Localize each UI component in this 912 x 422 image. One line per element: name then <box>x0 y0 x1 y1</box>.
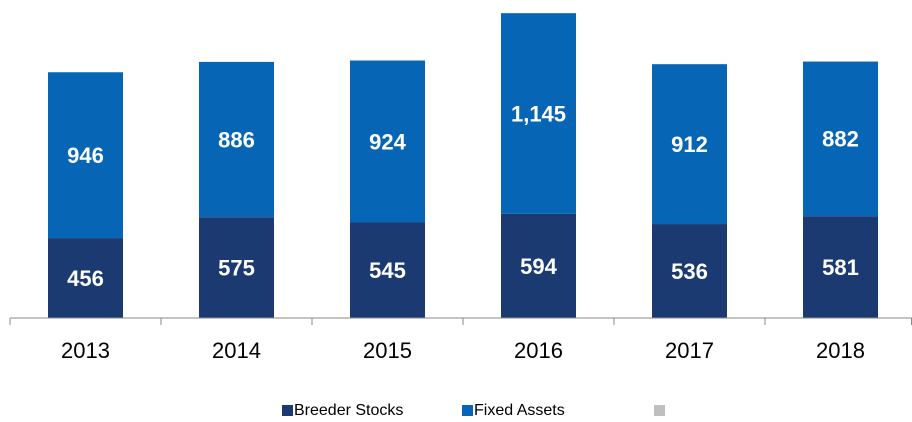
value-label: 882 <box>822 127 859 152</box>
x-tick-label: 2018 <box>816 338 865 363</box>
value-label: 594 <box>520 254 557 279</box>
bar-segment <box>199 217 274 318</box>
bar-segment <box>48 238 123 318</box>
x-tick-label: 2014 <box>212 338 261 363</box>
value-label: 946 <box>67 143 104 168</box>
bar-segment <box>652 224 727 318</box>
bar-segment <box>350 60 425 223</box>
x-tick-label: 2016 <box>514 338 563 363</box>
x-tick-label: 2013 <box>61 338 110 363</box>
bar-segment <box>803 216 878 318</box>
bar-segment <box>199 61 274 218</box>
bar-segment <box>350 222 425 318</box>
bar-segment <box>803 61 878 217</box>
bar-segment <box>652 64 727 225</box>
legend-label: Breeder Stocks <box>294 402 403 419</box>
bar-segment <box>501 13 576 214</box>
x-tick-label: 2015 <box>363 338 412 363</box>
legend-swatch <box>462 405 473 416</box>
value-label: 886 <box>218 127 255 152</box>
value-label: 924 <box>369 129 406 154</box>
bar-segment <box>48 72 123 239</box>
legend-swatch <box>654 405 665 416</box>
value-label: 912 <box>671 132 708 157</box>
value-label: 536 <box>671 259 708 284</box>
x-tick-label: 2017 <box>665 338 714 363</box>
legend-label: Fixed Assets <box>474 402 565 419</box>
bar-segment <box>501 213 576 318</box>
value-label: 575 <box>218 255 255 280</box>
value-label: 581 <box>822 255 859 280</box>
legend-swatch <box>282 405 293 416</box>
value-label: 545 <box>369 258 406 283</box>
value-label: 1,145 <box>511 101 566 126</box>
value-label: 456 <box>67 266 104 291</box>
